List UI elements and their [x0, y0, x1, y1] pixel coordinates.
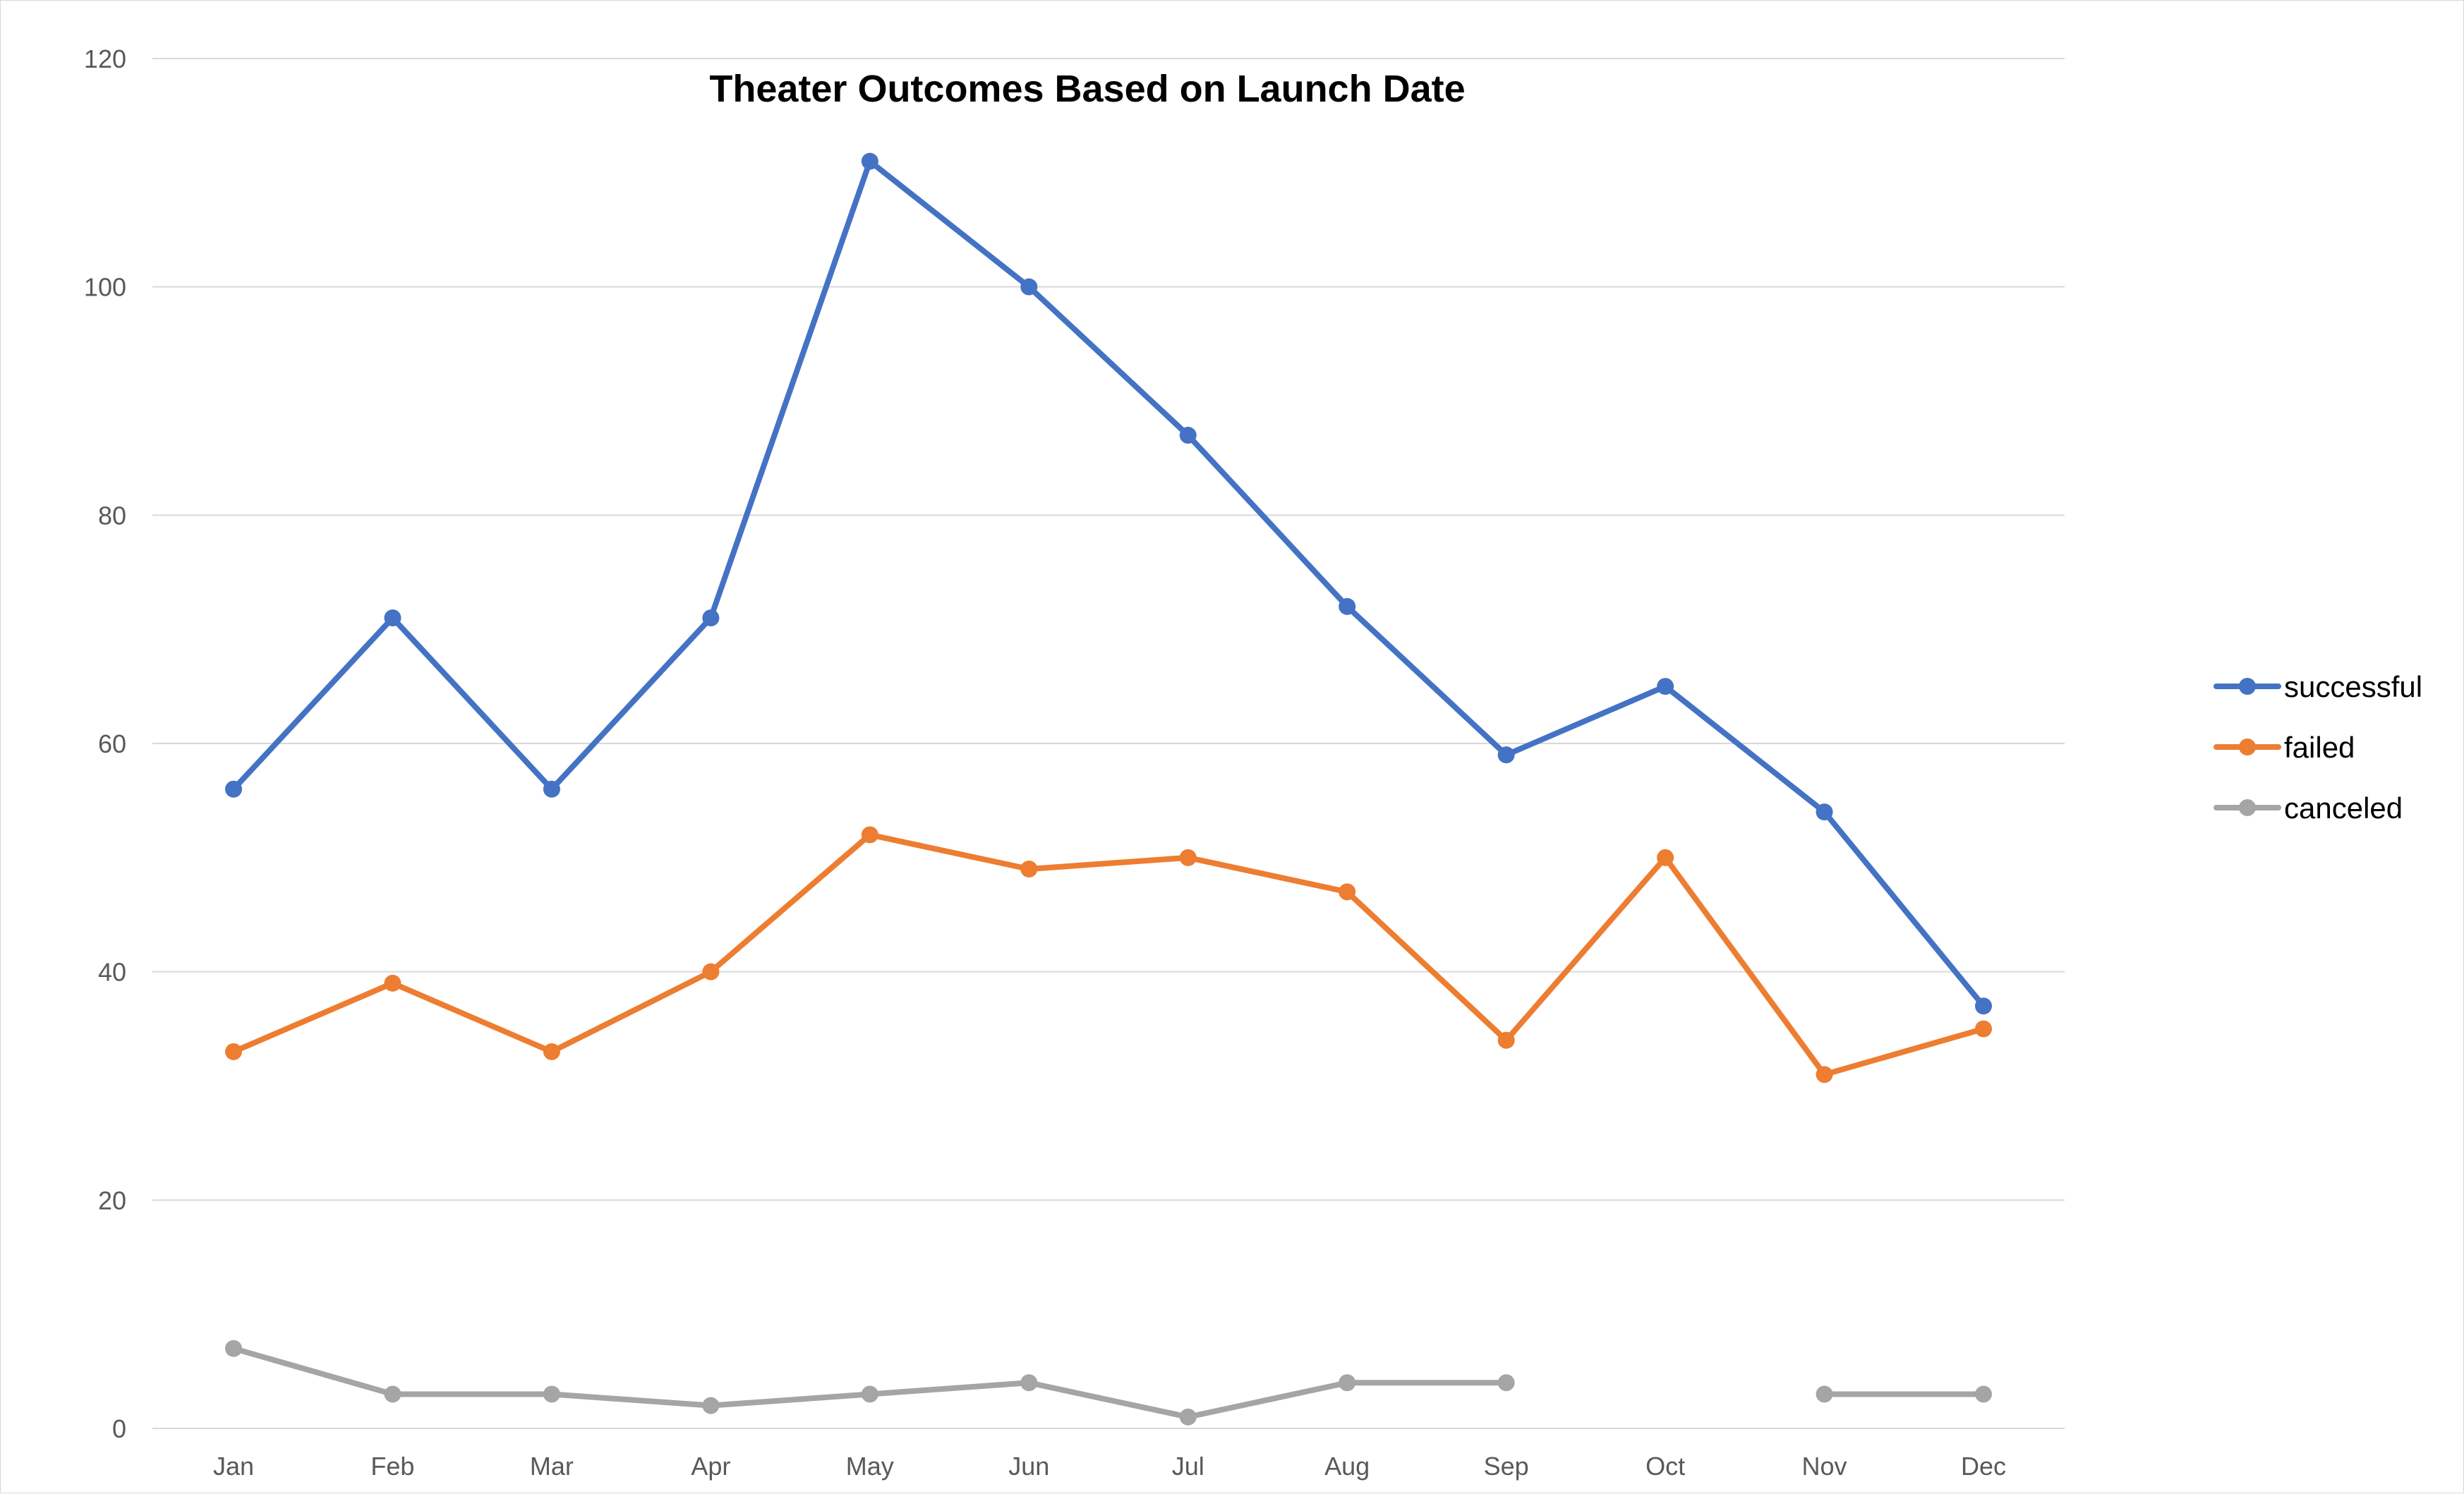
x-tick-label: Aug: [1324, 1452, 1370, 1481]
y-tick-label: 80: [98, 501, 126, 530]
data-point-successful: [1339, 597, 1356, 615]
data-point-canceled: [384, 1385, 401, 1403]
chart-title: Theater Outcomes Based on Launch Date: [709, 68, 1465, 110]
data-point-failed: [225, 1043, 242, 1060]
data-point-successful: [702, 609, 720, 626]
data-point-canceled: [1975, 1385, 1992, 1403]
data-point-failed: [384, 974, 401, 992]
legend-marker-failed: [2239, 739, 2256, 755]
data-point-failed: [1816, 1066, 1833, 1083]
x-tick-label: Oct: [1645, 1452, 1685, 1481]
series-successful: [225, 152, 1992, 1015]
data-point-failed: [1020, 861, 1038, 878]
series-canceled: [225, 1340, 1992, 1426]
gridlines: [152, 58, 2065, 1429]
x-tick-label: Jul: [1172, 1452, 1204, 1481]
x-tick-label: Nov: [1802, 1452, 1847, 1481]
data-point-successful: [384, 609, 401, 626]
y-tick-label: 120: [84, 44, 126, 73]
data-point-canceled: [1816, 1385, 1833, 1403]
data-point-canceled: [1339, 1374, 1356, 1392]
data-point-successful: [1179, 427, 1197, 444]
series-failed: [225, 826, 1992, 1083]
x-tick-label: May: [846, 1452, 894, 1481]
data-point-failed: [1657, 849, 1674, 866]
data-point-failed: [1339, 883, 1356, 901]
legend-item-failed: failed: [2214, 731, 2355, 764]
data-point-canceled: [1020, 1374, 1038, 1392]
data-point-canceled: [861, 1385, 878, 1403]
data-point-failed: [1497, 1031, 1515, 1049]
data-point-successful: [1020, 278, 1038, 296]
data-point-successful: [1657, 678, 1674, 696]
y-tick-label: 0: [112, 1414, 126, 1443]
x-tick-label: Jan: [213, 1452, 254, 1481]
data-point-canceled: [543, 1385, 560, 1403]
y-axis-tick-labels: 0 20 40 60 80 100 120: [84, 44, 126, 1443]
x-axis-tick-labels: Jan Feb Mar Apr May Jun Jul Aug Sep Oct Nov Dec: [213, 1452, 2006, 1481]
legend-marker-successful: [2239, 678, 2256, 695]
legend-label: canceled: [2284, 791, 2403, 825]
series-line-successful: [231, 158, 1986, 1009]
y-tick-label: 60: [98, 729, 126, 758]
data-point-failed: [1975, 1020, 1992, 1038]
series-line-failed: [231, 832, 1986, 1078]
data-point-canceled: [1179, 1408, 1197, 1426]
series-line-canceled: [231, 1345, 1986, 1420]
data-point-canceled: [702, 1397, 720, 1414]
x-tick-label: Jun: [1008, 1452, 1049, 1481]
legend: successful failed canceled: [2214, 670, 2422, 825]
legend-label: failed: [2284, 731, 2355, 764]
x-tick-label: Mar: [530, 1452, 574, 1481]
data-point-successful: [1816, 803, 1833, 821]
data-point-failed: [702, 963, 720, 980]
legend-item-successful: successful: [2214, 670, 2422, 703]
x-tick-label: Apr: [691, 1452, 730, 1481]
y-tick-label: 100: [84, 273, 126, 302]
legend-marker-canceled: [2239, 799, 2256, 816]
x-tick-label: Sep: [1484, 1452, 1529, 1481]
y-tick-label: 20: [98, 1186, 126, 1215]
legend-label: successful: [2284, 670, 2422, 703]
plot-series: [225, 152, 1992, 1426]
data-point-failed: [543, 1043, 560, 1060]
data-point-failed: [861, 826, 878, 844]
data-point-successful: [1975, 997, 1992, 1015]
data-point-failed: [1179, 849, 1197, 866]
legend-item-canceled: canceled: [2214, 791, 2403, 825]
data-point-successful: [861, 152, 878, 170]
data-point-successful: [225, 780, 242, 798]
data-point-canceled: [225, 1340, 242, 1357]
data-point-successful: [543, 780, 560, 798]
data-point-canceled: [1497, 1374, 1515, 1392]
data-point-successful: [1497, 746, 1515, 764]
y-tick-label: 40: [98, 958, 126, 987]
x-tick-label: Feb: [370, 1452, 414, 1481]
x-tick-label: Dec: [1961, 1452, 2006, 1481]
